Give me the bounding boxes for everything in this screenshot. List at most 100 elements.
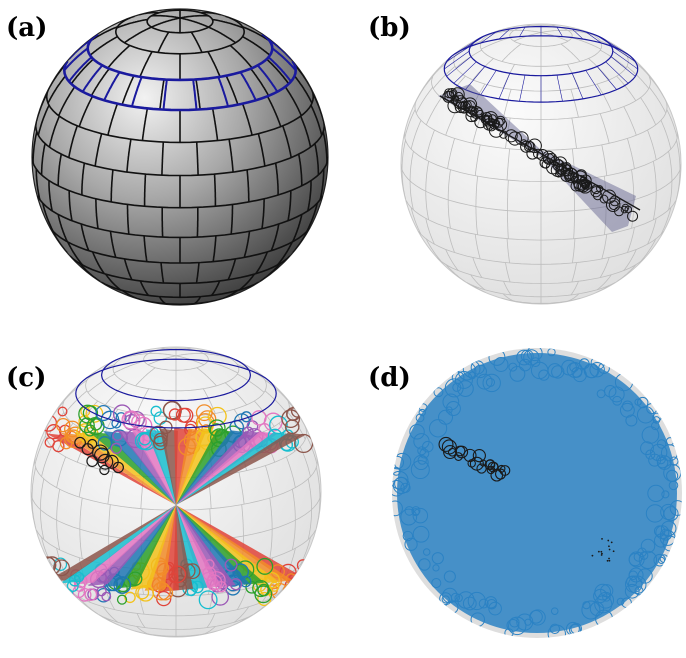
upper-loop — [168, 408, 182, 421]
grid-lon-segment — [432, 66, 456, 89]
cloud-loop — [418, 558, 431, 571]
grid-lon-segment — [157, 31, 170, 53]
trajectory-dot — [600, 550, 603, 553]
grid-lon-segment — [567, 293, 580, 302]
grid-lon-segment — [445, 106, 459, 136]
grid-lon-segment — [207, 51, 221, 78]
trajectory-loop — [504, 129, 518, 143]
grid-lon-segment — [228, 139, 234, 173]
upper-wedge — [46, 433, 176, 505]
band-divider — [63, 47, 89, 71]
grid-lon-segment — [540, 29, 568, 33]
cloud-loop — [411, 508, 420, 517]
cloud-loop — [616, 597, 625, 606]
panel-a — [31, 8, 329, 306]
trajectory-loop — [441, 439, 457, 455]
grid-lon-segment — [410, 207, 422, 235]
cloud-loop — [600, 584, 614, 598]
cloud-loop — [538, 369, 550, 381]
grid-lon-segment — [299, 446, 311, 477]
trajectory-loop — [487, 461, 499, 473]
trajectory-dot — [606, 559, 609, 562]
lower-loop — [157, 585, 174, 601]
grid-lon-segment — [208, 26, 237, 44]
trajectory-loop — [599, 194, 609, 204]
grid-lon-segment — [676, 169, 681, 199]
grid-lon-segment — [299, 115, 312, 148]
grid-lon-segment — [51, 229, 68, 254]
upper-loop — [178, 437, 196, 456]
band-divider — [81, 64, 104, 93]
trajectory-dot — [608, 545, 610, 548]
grid-lon-segment — [626, 227, 635, 253]
grid-lon-segment — [41, 537, 53, 566]
upper-wedge — [74, 432, 176, 505]
grid-lon-segment — [640, 238, 657, 262]
grid-lon-segment — [292, 229, 309, 254]
upper-loop — [138, 433, 152, 446]
trajectory-dot — [610, 541, 613, 544]
grid-lon-segment — [57, 86, 76, 116]
cloud-loop — [392, 470, 409, 490]
grid-lon-segment — [139, 280, 149, 296]
grid-lon-segment — [447, 138, 456, 169]
trajectory-loop — [520, 140, 532, 153]
grid-lon-segment — [126, 139, 132, 173]
grid-lon-segment — [158, 296, 167, 305]
grid-lon-segment — [56, 489, 61, 521]
cloud-loop — [660, 503, 677, 521]
lower-loop — [137, 584, 155, 602]
upper-loop — [294, 433, 314, 454]
panel-d — [392, 348, 682, 638]
cloud-loop — [392, 455, 405, 470]
grid-lon-segment — [48, 115, 61, 148]
blue-point-cloud-d — [392, 348, 682, 638]
trajectory-loop — [567, 172, 575, 180]
cloud-loop — [441, 595, 450, 604]
band-divider — [267, 38, 292, 60]
upper-loop — [153, 435, 168, 451]
trajectory-loop — [497, 464, 506, 473]
cloud-loop — [442, 393, 460, 411]
grid-lon-segment — [514, 29, 542, 33]
grid-lon-segment — [297, 154, 303, 186]
grid-lon-segment — [626, 138, 635, 169]
grid-lon-segment — [257, 133, 266, 167]
grid-lon-segment — [445, 264, 466, 283]
grid-lon-segment — [306, 203, 318, 232]
cloud-loop — [444, 378, 464, 398]
trajectory-loop — [507, 131, 523, 146]
grid-lon-segment — [401, 169, 406, 199]
upper-loop — [83, 424, 97, 437]
upper-loop — [175, 407, 191, 423]
cloud-loop — [507, 616, 527, 636]
cloud-loop — [413, 454, 429, 471]
upper-loop — [100, 410, 120, 430]
cloud-loop — [413, 433, 430, 450]
cloud-loop — [410, 460, 430, 480]
grid-lon-segment — [269, 529, 273, 559]
cloud-loop — [641, 426, 660, 444]
band-divider — [68, 38, 93, 60]
cloud-loop — [547, 624, 566, 638]
grid-lon-segment — [502, 293, 515, 302]
grid-lon-segment — [70, 58, 94, 85]
trajectory-dot — [612, 550, 615, 553]
grid-lon-segment — [242, 35, 271, 56]
trajectory-dot — [608, 559, 611, 562]
grid-lon-segment — [445, 249, 459, 271]
grid-lon-segment — [143, 235, 148, 262]
cloud-loop — [639, 551, 649, 560]
upper-loop — [79, 417, 95, 434]
lower-loop — [116, 594, 128, 605]
lower-loop — [113, 576, 132, 594]
cloud-loop — [581, 600, 601, 620]
grid-lon-segment — [447, 199, 451, 229]
grid-lon-segment — [109, 231, 117, 258]
grid-lon-segment — [293, 64, 313, 91]
dark-loop — [104, 454, 119, 469]
grid-lon-segment — [601, 234, 608, 260]
trajectory-loop — [520, 139, 528, 147]
grid-lon-segment — [107, 472, 114, 505]
cloud-loop — [608, 386, 625, 403]
